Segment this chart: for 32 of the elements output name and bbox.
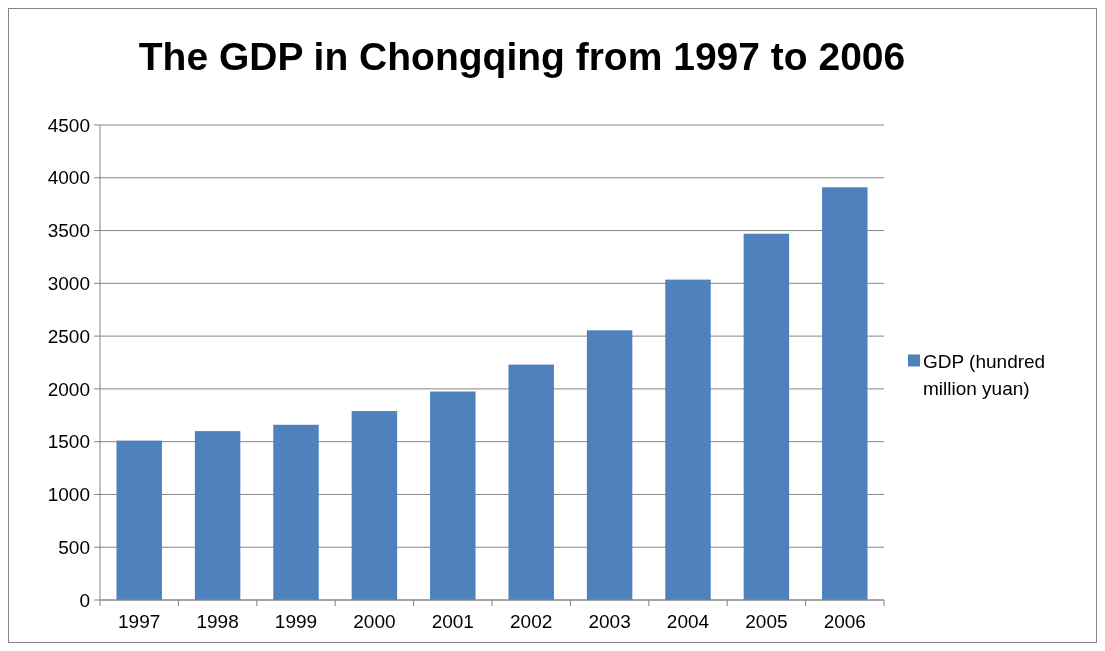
x-tick-label: 2002 bbox=[510, 611, 553, 632]
x-tick-label: 2000 bbox=[353, 611, 396, 632]
y-tick-label: 3500 bbox=[47, 220, 90, 242]
bar bbox=[508, 364, 554, 600]
bar bbox=[822, 187, 868, 600]
y-tick-label: 2500 bbox=[47, 325, 90, 347]
x-tick-label: 2001 bbox=[431, 611, 474, 632]
x-tick-label: 2006 bbox=[823, 611, 866, 632]
y-tick-label: 1500 bbox=[47, 431, 90, 453]
y-tick-label: 4500 bbox=[47, 114, 90, 136]
y-tick-label: 500 bbox=[58, 536, 90, 558]
bar bbox=[273, 424, 319, 600]
y-tick-label: 1000 bbox=[47, 484, 90, 506]
y-tick-label: 4000 bbox=[47, 167, 90, 189]
bar bbox=[665, 279, 711, 600]
y-tick-label: 0 bbox=[79, 589, 90, 611]
chart-title: The GDP in Chongqing from 1997 to 2006 bbox=[138, 35, 906, 78]
bar bbox=[430, 391, 476, 600]
y-tick-label: 2000 bbox=[47, 378, 90, 400]
bar bbox=[194, 431, 241, 600]
x-tick-label: 2005 bbox=[745, 611, 788, 632]
x-tick-label: 1999 bbox=[274, 611, 318, 632]
y-tick-label: 3000 bbox=[47, 272, 90, 294]
bar bbox=[743, 233, 790, 600]
legend-label: GDP (hundred million yuan) bbox=[923, 350, 1046, 399]
x-tick-label: 2003 bbox=[588, 611, 631, 632]
bar bbox=[116, 440, 162, 600]
x-tick-label: 1997 bbox=[118, 611, 161, 632]
bar bbox=[351, 411, 398, 600]
x-tick-label: 2004 bbox=[666, 611, 710, 632]
x-tick-label: 1998 bbox=[196, 611, 239, 632]
bar bbox=[586, 330, 633, 600]
